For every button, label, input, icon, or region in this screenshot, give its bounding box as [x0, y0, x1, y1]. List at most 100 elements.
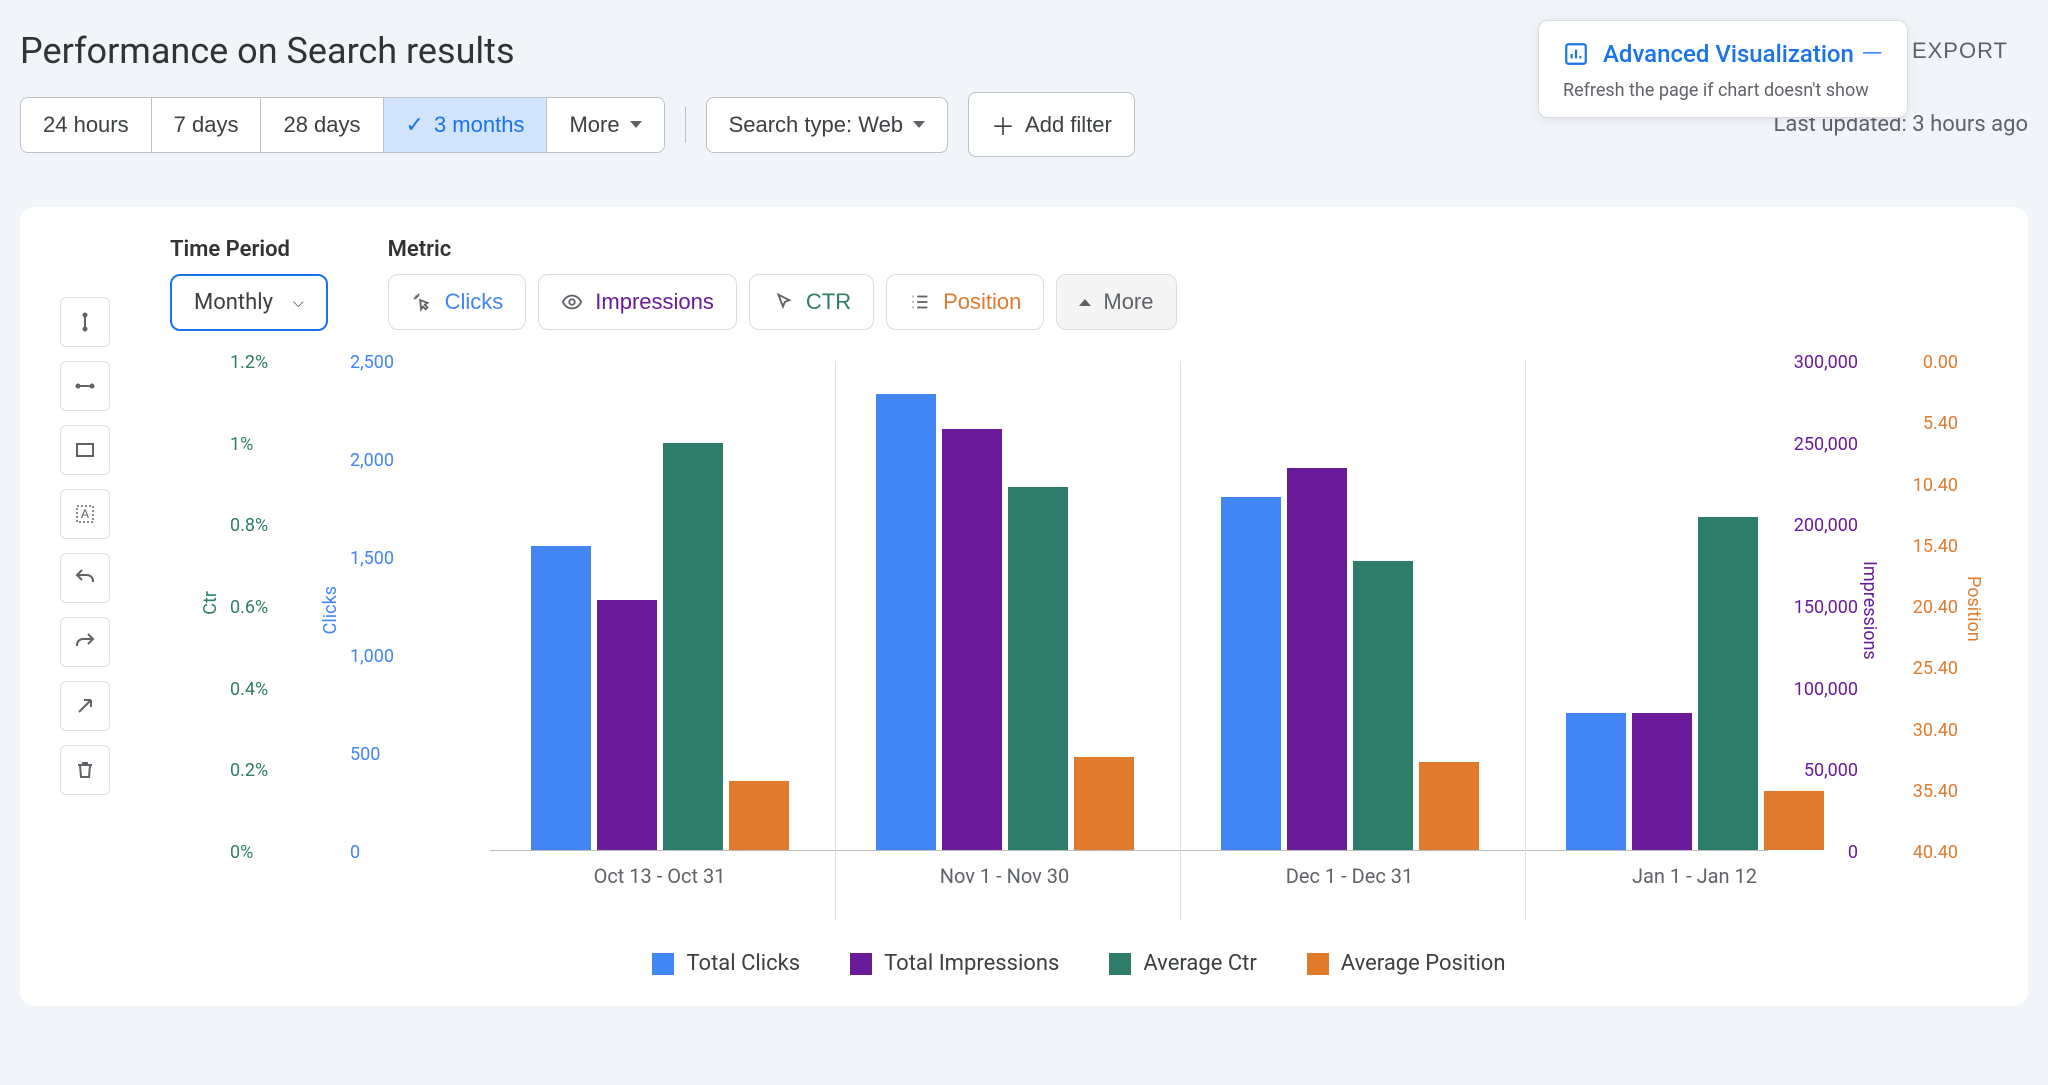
axis-tick: 0: [1848, 842, 1858, 863]
legend-item-clicks[interactable]: Total Clicks: [652, 951, 800, 976]
chevron-up-icon: [1079, 299, 1091, 306]
annotation-toolbar: A: [60, 297, 110, 976]
redo-button[interactable]: [60, 617, 110, 667]
time-period-value: Monthly: [194, 290, 273, 315]
undo-button[interactable]: [60, 553, 110, 603]
range-24h-button[interactable]: 24 hours: [21, 98, 152, 152]
metric-label: Metric: [388, 237, 1177, 262]
delete-button[interactable]: [60, 745, 110, 795]
bar-position[interactable]: [1419, 762, 1479, 850]
metric-position-label: Position: [943, 289, 1021, 315]
chart-legend: Total Clicks Total Impressions Average C…: [170, 951, 1988, 976]
range-28d-button[interactable]: 28 days: [261, 98, 383, 152]
eye-icon: [561, 291, 583, 313]
bar-ctr[interactable]: [663, 443, 723, 850]
export-button[interactable]: EXPORT: [1912, 38, 2008, 64]
metric-ctr-pill[interactable]: CTR: [749, 274, 874, 330]
axis-tick: 1.2%: [230, 352, 268, 373]
chevron-down-icon: [913, 121, 925, 128]
clicks-axis-label: Clicks: [320, 586, 341, 634]
time-period-label: Time Period: [170, 237, 328, 262]
metric-impressions-pill[interactable]: Impressions: [538, 274, 737, 330]
axis-tick: 1,500: [350, 548, 394, 569]
add-filter-label: Add filter: [1025, 112, 1112, 138]
divider: [685, 107, 686, 143]
axis-tick: 0.6%: [230, 597, 268, 618]
rectangle-tool-button[interactable]: [60, 425, 110, 475]
group-separator: [1525, 361, 1526, 920]
group-separator: [1180, 361, 1181, 920]
legend-ctr-label: Average Ctr: [1143, 951, 1256, 976]
legend-item-impressions[interactable]: Total Impressions: [850, 951, 1059, 976]
bar-group: Dec 1 - Dec 31: [1221, 468, 1479, 850]
date-range-segmented: 24 hours 7 days 28 days ✓ 3 months More: [20, 97, 665, 153]
clicks-icon: [411, 291, 433, 313]
bar-impressions[interactable]: [1287, 468, 1347, 850]
svg-text:A: A: [81, 507, 89, 521]
add-filter-button[interactable]: ＋ Add filter: [968, 92, 1135, 157]
axis-tick: 2,500: [350, 352, 394, 373]
popover-title[interactable]: Advanced Visualization: [1603, 40, 1854, 68]
bar-ctr[interactable]: [1698, 517, 1758, 850]
chart-card: A Time Period Monthly ⌵ Metric Clicks: [20, 207, 2028, 1006]
x-axis-label: Oct 13 - Oct 31: [594, 864, 726, 888]
bar-clicks[interactable]: [1566, 713, 1626, 850]
chevron-down-icon: ⌵: [293, 295, 304, 311]
axis-tick: 0.8%: [230, 515, 268, 536]
axis-tick: 40.40: [1913, 842, 1958, 863]
legend-item-position[interactable]: Average Position: [1307, 951, 1506, 976]
axis-tick: 0%: [230, 842, 253, 863]
search-type-dropdown[interactable]: Search type: Web: [706, 97, 948, 153]
bar-impressions[interactable]: [597, 600, 657, 850]
axis-tick: 1,000: [350, 646, 394, 667]
bar-chart[interactable]: Oct 13 - Oct 31Nov 1 - Nov 30Dec 1 - Dec…: [490, 361, 1768, 851]
bar-position[interactable]: [1764, 791, 1824, 850]
range-more-label: More: [569, 112, 619, 138]
metric-more-button[interactable]: More: [1056, 274, 1176, 330]
range-7d-button[interactable]: 7 days: [152, 98, 262, 152]
axis-tick: 0.00: [1923, 352, 1958, 373]
bar-ctr[interactable]: [1008, 487, 1068, 850]
range-more-button[interactable]: More: [547, 98, 663, 152]
ctr-axis-label: Ctr: [200, 591, 221, 615]
list-icon: [909, 291, 931, 313]
axis-tick: 25.40: [1913, 658, 1958, 679]
chevron-down-icon: [630, 121, 642, 128]
bar-clicks[interactable]: [876, 394, 936, 850]
line-tool-vertical-button[interactable]: [60, 297, 110, 347]
axis-tick: 1%: [230, 434, 253, 455]
bar-clicks[interactable]: [1221, 497, 1281, 850]
bar-position[interactable]: [729, 781, 789, 850]
bar-position[interactable]: [1074, 757, 1134, 850]
popover-minimize-button[interactable]: —: [1861, 37, 1883, 70]
bar-impressions[interactable]: [942, 429, 1002, 850]
x-axis-label: Nov 1 - Nov 30: [940, 864, 1070, 888]
bar-ctr[interactable]: [1353, 561, 1413, 850]
axis-tick: 0: [350, 842, 360, 863]
advanced-visualization-popover: Advanced Visualization — Refresh the pag…: [1538, 20, 1908, 118]
metric-clicks-label: Clicks: [445, 289, 504, 315]
axis-tick: 35.40: [1913, 781, 1958, 802]
line-tool-horizontal-button[interactable]: [60, 361, 110, 411]
legend-item-ctr[interactable]: Average Ctr: [1109, 951, 1256, 976]
axis-tick: 10.40: [1913, 475, 1958, 496]
axis-tick: 0.2%: [230, 760, 268, 781]
range-3m-label: 3 months: [434, 112, 525, 138]
axis-tick: 15.40: [1913, 536, 1958, 557]
time-period-select[interactable]: Monthly ⌵: [170, 274, 328, 331]
group-separator: [835, 361, 836, 920]
legend-impressions-label: Total Impressions: [884, 951, 1059, 976]
plus-icon: ＋: [991, 107, 1015, 142]
swatch-icon: [1307, 953, 1329, 975]
axis-tick: 5.40: [1923, 413, 1958, 434]
text-box-tool-button[interactable]: A: [60, 489, 110, 539]
bar-clicks[interactable]: [531, 546, 591, 850]
bar-impressions[interactable]: [1632, 713, 1692, 850]
position-axis-label: Position: [1963, 576, 1984, 642]
range-3m-button[interactable]: ✓ 3 months: [384, 98, 548, 152]
arrow-tool-button[interactable]: [60, 681, 110, 731]
popover-subtitle: Refresh the page if chart doesn't show: [1563, 80, 1883, 101]
legend-clicks-label: Total Clicks: [686, 951, 800, 976]
metric-position-pill[interactable]: Position: [886, 274, 1044, 330]
metric-clicks-pill[interactable]: Clicks: [388, 274, 527, 330]
